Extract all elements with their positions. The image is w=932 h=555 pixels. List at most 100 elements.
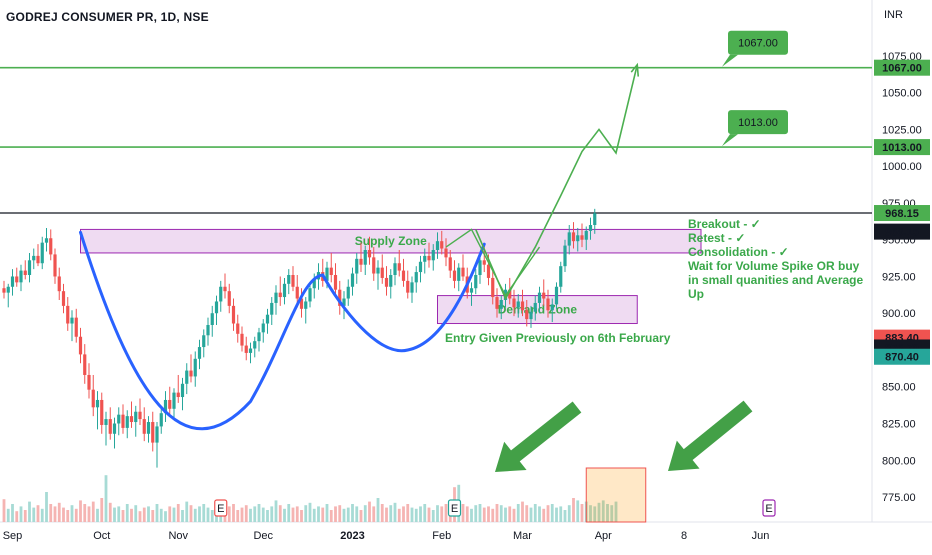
- candle-body: [414, 272, 418, 283]
- candle-body: [401, 270, 406, 281]
- volume-bar: [593, 506, 597, 522]
- volume-bar: [147, 506, 150, 522]
- candle-body: [410, 282, 414, 293]
- candle-body: [36, 255, 40, 264]
- candle-body: [231, 305, 236, 324]
- volume-bar: [240, 507, 244, 522]
- demand-zone[interactable]: [437, 295, 638, 325]
- volume-bar: [40, 508, 44, 522]
- price-tag-label: 870.40: [885, 352, 919, 364]
- candle-body: [537, 292, 542, 303]
- candle-body: [372, 257, 376, 274]
- volume-bar: [542, 508, 546, 522]
- y-tick-label: 1000.00: [882, 161, 922, 173]
- projection-path[interactable]: [475, 64, 639, 301]
- volume-bar: [104, 475, 108, 522]
- candle-body: [287, 275, 291, 284]
- candle-body: [265, 314, 270, 324]
- volume-bar: [419, 506, 422, 522]
- candle-body: [159, 413, 163, 427]
- candle-body: [40, 242, 44, 264]
- volume-bar: [172, 507, 176, 522]
- candle-body: [580, 235, 584, 240]
- volume-bar: [125, 504, 129, 522]
- volume-bar: [351, 504, 354, 522]
- volume-bar: [32, 507, 36, 522]
- candle-body: [431, 250, 435, 261]
- volume-bar: [108, 502, 112, 522]
- earnings-marker-label: E: [451, 503, 458, 515]
- earnings-marker[interactable]: [447, 499, 462, 517]
- candle-body: [189, 370, 193, 377]
- price-callout[interactable]: [728, 110, 788, 135]
- volume-bar: [385, 507, 388, 522]
- volume-bar: [576, 500, 580, 522]
- candle-body: [529, 311, 533, 320]
- price-tag: [874, 348, 930, 365]
- candle-body: [486, 264, 491, 278]
- volume-bar: [49, 504, 53, 522]
- price-tag: [874, 205, 930, 222]
- candle-body: [44, 238, 49, 243]
- candle-body: [448, 257, 452, 271]
- volume-spike-box: [585, 467, 647, 523]
- volume-bar: [589, 505, 592, 522]
- volume-bar: [380, 504, 384, 522]
- earnings-marker[interactable]: [762, 499, 776, 517]
- candle-body: [512, 298, 516, 308]
- analysis-note: Wait for Volume Spike OR buy: [688, 259, 860, 273]
- y-tick-label: 1050.00: [882, 88, 922, 100]
- candle-body: [554, 286, 559, 305]
- volume-bar: [121, 510, 125, 522]
- price-callout[interactable]: [728, 30, 788, 55]
- candle-body: [593, 213, 597, 226]
- volume-bar: [23, 510, 27, 522]
- candle-body: [108, 419, 112, 434]
- candle-body: [23, 270, 27, 275]
- volume-bar: [482, 507, 486, 522]
- volume-bar: [155, 504, 159, 522]
- price-tag: [874, 139, 930, 156]
- candle-body: [240, 333, 244, 346]
- candle-body: [100, 399, 104, 425]
- candle-body: [87, 374, 91, 390]
- earnings-marker-label: E: [765, 503, 772, 515]
- candle-body: [244, 345, 248, 353]
- earnings-marker[interactable]: [214, 499, 228, 517]
- volume-bar: [606, 504, 609, 522]
- candle-body: [253, 341, 257, 349]
- candle-body: [376, 267, 380, 274]
- candle-body: [533, 302, 537, 312]
- volume-bar: [346, 507, 350, 522]
- volume-bar: [227, 506, 231, 522]
- candle-body: [2, 288, 6, 293]
- candle-body: [206, 324, 210, 336]
- candle-body: [444, 248, 448, 258]
- volume-bar: [470, 508, 473, 522]
- cup-curve[interactable]: [79, 230, 486, 431]
- candle-body: [427, 255, 431, 261]
- candle-body: [146, 422, 151, 434]
- volume-bar: [113, 507, 116, 522]
- supply-zone[interactable]: [80, 228, 702, 254]
- volume-bar: [572, 498, 575, 522]
- volume-bar: [249, 508, 252, 522]
- candle-body: [112, 423, 117, 434]
- volume-bar: [597, 502, 601, 522]
- analysis-note: Up: [688, 287, 704, 301]
- candle-body: [78, 336, 83, 355]
- candle-body: [389, 275, 393, 287]
- volume-bar: [91, 501, 95, 522]
- candle-body: [134, 411, 138, 423]
- candle-body: [355, 258, 359, 274]
- candle-body: [214, 301, 219, 314]
- y-tick-label: 825.00: [882, 418, 916, 430]
- candle-body: [546, 298, 550, 311]
- volume-bar: [521, 501, 524, 522]
- candle-body: [176, 392, 180, 398]
- candle-body: [457, 267, 461, 281]
- price-callout-label: 1013.00: [738, 117, 778, 129]
- candle-body: [571, 232, 576, 242]
- candle-body: [278, 292, 282, 298]
